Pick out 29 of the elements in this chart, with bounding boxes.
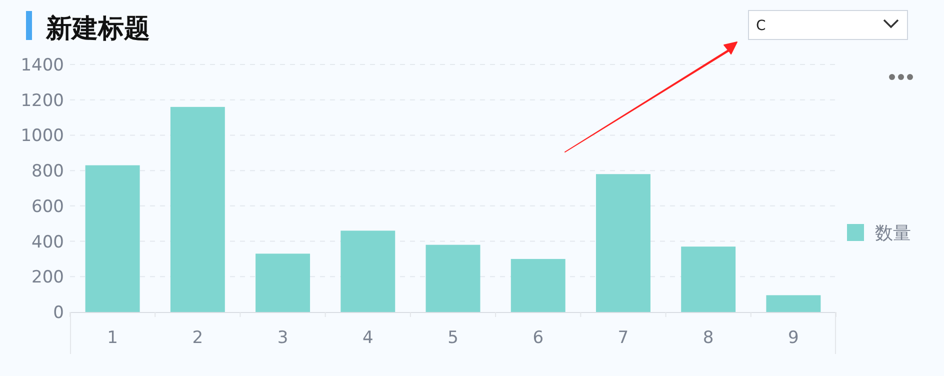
x-tick-label: 4: [362, 328, 374, 348]
bar: [766, 295, 821, 312]
text: C: [756, 18, 766, 34]
x-tick-label: 5: [448, 328, 458, 348]
x-tick-label: 2: [192, 328, 204, 348]
y-tick-label: 800: [32, 162, 64, 182]
x-tick-label: 1: [107, 328, 118, 348]
bar: [510, 258, 566, 312]
y-tick-label: 1400: [20, 56, 64, 76]
y-tick-label: 1200: [20, 90, 64, 111]
y-tick-label: 600: [32, 196, 64, 217]
bar: [85, 165, 140, 312]
bar: [596, 174, 650, 312]
x-tick-label: 3: [277, 328, 288, 348]
y-tick-label: 0: [53, 303, 64, 323]
bar: [170, 106, 225, 312]
y-tick-label: 200: [32, 268, 64, 288]
x-tick-label: 7: [618, 328, 629, 348]
bar: [256, 254, 310, 312]
bar: [426, 244, 480, 312]
x-tick-label: 6: [532, 328, 544, 348]
bar: [681, 246, 736, 312]
x-tick-label: 9: [788, 328, 799, 348]
legend-label: 数量: [875, 223, 911, 244]
chart-title: 新建标题: [45, 14, 150, 44]
y-tick-label: 400: [32, 232, 64, 252]
x-tick-label: 8: [702, 328, 714, 348]
bar: [340, 230, 396, 312]
y-tick-label: 1000: [20, 126, 64, 146]
